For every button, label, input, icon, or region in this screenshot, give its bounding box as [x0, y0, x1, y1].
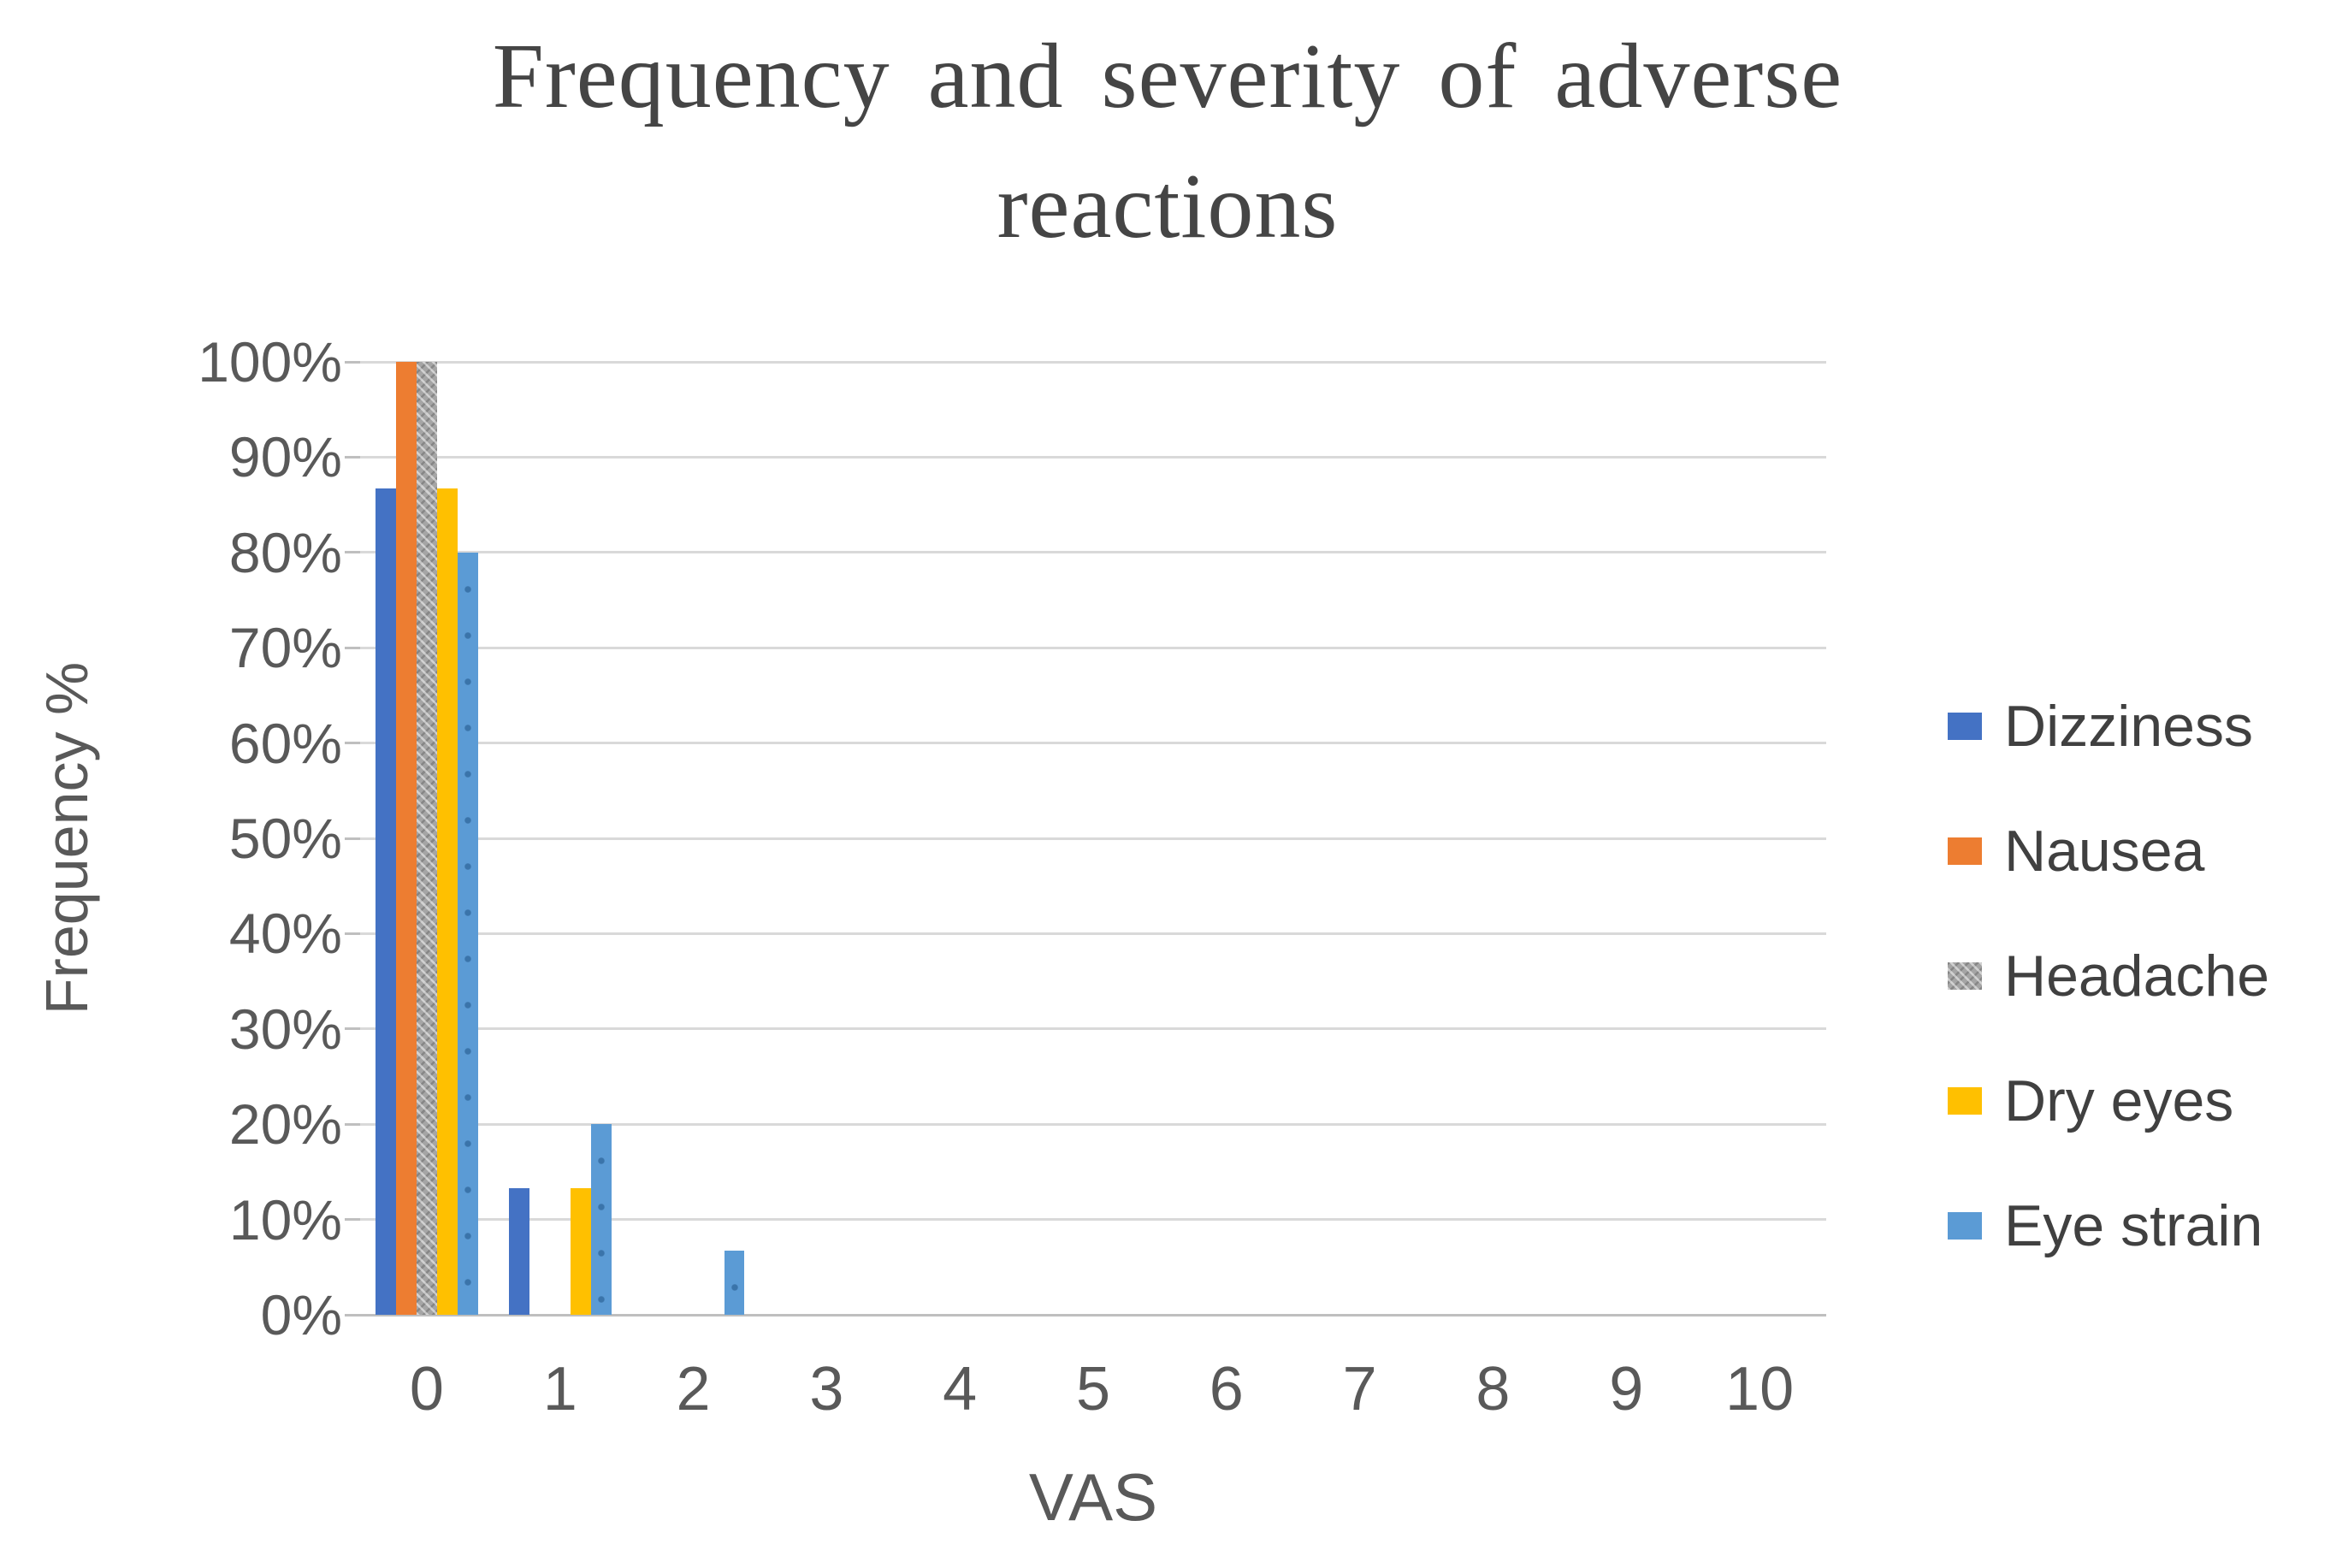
- y-tick-label: 60%: [228, 711, 342, 775]
- x-tick-label: 8: [1476, 1355, 1511, 1423]
- bar-nausea-vas0: [395, 362, 417, 1315]
- y-axis-tick-mark: [345, 932, 360, 935]
- legend-label: Nausea: [2004, 819, 2205, 884]
- legend-item-nausea: Nausea: [1948, 819, 2269, 884]
- y-axis-title: Frequency %: [33, 661, 100, 1015]
- gridline: [360, 455, 1826, 459]
- legend-item-eye-strain: Eye strain: [1948, 1193, 2269, 1258]
- y-axis-tick-mark: [345, 551, 360, 554]
- legend-swatch-icon: [1948, 837, 1982, 865]
- y-tick-label: 50%: [228, 807, 342, 870]
- y-tick-label: 40%: [228, 902, 342, 966]
- gridline: [360, 1218, 1826, 1222]
- legend-swatch-icon: [1948, 1212, 1982, 1240]
- gridline: [360, 551, 1826, 554]
- gridline: [360, 742, 1826, 745]
- legend-item-dizziness: Dizziness: [1948, 694, 2269, 759]
- x-tick-label: 4: [943, 1355, 978, 1423]
- y-axis-tick-mark: [345, 360, 360, 364]
- bar-dry-eyes-vas1: [570, 1187, 591, 1315]
- y-tick-label: 10%: [228, 1187, 342, 1251]
- y-tick-label: 80%: [228, 520, 342, 584]
- legend-item-dry-eyes: Dry eyes: [1948, 1068, 2269, 1133]
- x-tick-label: 1: [542, 1355, 577, 1423]
- bar-dizziness-vas1: [508, 1187, 529, 1315]
- x-tick-label: 5: [1075, 1355, 1111, 1423]
- x-tick-label: 10: [1725, 1355, 1795, 1423]
- y-tick-label: 20%: [228, 1092, 342, 1157]
- gridline: [360, 837, 1826, 840]
- legend-label: Dry eyes: [2004, 1068, 2234, 1133]
- y-tick-label: 90%: [228, 425, 342, 489]
- bar-headache-vas0: [416, 362, 437, 1315]
- y-axis-tick-mark: [345, 646, 360, 649]
- y-tick-label: 30%: [228, 997, 342, 1061]
- y-tick-label: 100%: [198, 330, 342, 393]
- chart-title: Frequency and severity of adverse reacti…: [492, 26, 1843, 257]
- bar-dry-eyes-vas0: [436, 488, 458, 1315]
- y-tick-label: 70%: [228, 616, 342, 680]
- x-tick-label: 6: [1209, 1355, 1244, 1423]
- y-axis-tick-mark: [345, 1218, 360, 1222]
- x-tick-label: 7: [1342, 1355, 1377, 1423]
- y-axis-tick-mark: [345, 455, 360, 459]
- legend-swatch-icon: [1948, 1087, 1982, 1115]
- x-tick-label: 2: [676, 1355, 711, 1423]
- bar-eye-strain-vas0: [457, 552, 478, 1315]
- plot-area: [345, 360, 1826, 1317]
- bar-eye-strain-vas1: [590, 1124, 612, 1315]
- gridline: [360, 360, 1826, 364]
- legend-swatch-icon: [1948, 962, 1982, 990]
- y-axis-tick-mark: [345, 1313, 360, 1317]
- gridline: [360, 646, 1826, 649]
- legend: Dizziness Nausea Headache Dry eyes Eye strai…: [1948, 694, 2270, 1258]
- y-axis-tick-mark: [345, 1122, 360, 1126]
- x-tick-label: 9: [1609, 1355, 1644, 1423]
- gridline: [360, 1027, 1826, 1031]
- gridline: [360, 932, 1826, 935]
- y-axis-tick-mark: [345, 742, 360, 745]
- bar-eye-strain-vas2: [724, 1251, 745, 1315]
- x-axis-title: VAS: [1028, 1459, 1158, 1535]
- legend-swatch-icon: [1948, 713, 1982, 740]
- legend-item-headache: Headache: [1948, 944, 2270, 1009]
- x-tick-label: 3: [809, 1355, 844, 1423]
- y-tick-label: 0%: [260, 1283, 342, 1346]
- legend-label: Eye strain: [2004, 1193, 2263, 1258]
- y-axis-tick-mark: [345, 1027, 360, 1031]
- legend-label: Headache: [2004, 944, 2270, 1009]
- x-tick-label: 0: [409, 1355, 444, 1423]
- gridline: [360, 1122, 1826, 1126]
- legend-label: Dizziness: [2004, 694, 2253, 759]
- x-axis-line: [360, 1313, 1826, 1317]
- y-axis-tick-mark: [345, 837, 360, 840]
- bar-dizziness-vas0: [375, 488, 396, 1315]
